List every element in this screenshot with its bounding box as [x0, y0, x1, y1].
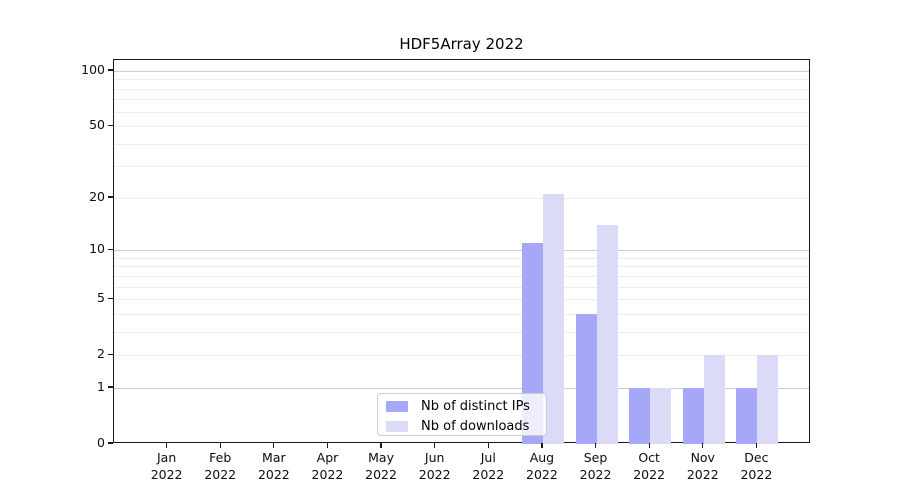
x-tick-label-Jun: Jun 2022: [418, 450, 451, 482]
plot-area: [113, 59, 810, 444]
y-tick-label-1: 1: [97, 378, 105, 394]
bar-downloads-Oct: [650, 387, 672, 444]
legend-label-distinct-ips: Nb of distinct IPs: [421, 399, 530, 414]
gridline-minor-80: [114, 88, 809, 90]
gridline-minor-70: [114, 99, 809, 101]
gridline-minor-5: [114, 299, 809, 301]
x-tick-mark-May: [380, 443, 382, 448]
x-tick-label-Oct: Oct 2022: [633, 450, 666, 482]
gridline-minor-40: [114, 143, 809, 145]
y-tick-label-0: 0: [97, 435, 105, 450]
legend-entry-distinct-ips: Nb of distinct IPs: [386, 398, 546, 415]
gridline-minor-4: [114, 313, 809, 315]
x-tick-label-Aug: Aug 2022: [526, 450, 558, 482]
y-tick-mark-10: [108, 248, 113, 250]
gridline-minor-20: [114, 197, 809, 199]
y-tick-label-20: 20: [89, 188, 105, 204]
y-tick-label-5: 5: [97, 290, 105, 306]
x-tick-label-Jul: Jul 2022: [472, 450, 505, 482]
legend-entry-downloads: Nb of downloads: [386, 418, 546, 435]
bar-downloads-Nov: [703, 355, 725, 444]
x-tick-mark-Aug: [541, 443, 543, 448]
bar-distinct-ips-Oct: [629, 387, 651, 444]
gridline-minor-50: [114, 126, 809, 128]
x-tick-label-Feb: Feb 2022: [204, 450, 237, 482]
x-tick-mark-Sep: [594, 443, 597, 448]
y-tick-mark-100: [108, 69, 113, 71]
y-tick-mark-5: [108, 297, 113, 299]
x-tick-label-May: May 2022: [365, 450, 397, 482]
y-tick-label-2: 2: [97, 346, 105, 362]
y-tick-mark-50: [108, 124, 113, 126]
x-tick-label-Jan: Jan 2022: [150, 450, 183, 482]
y-tick-mark-2: [108, 353, 113, 355]
x-tick-mark-Apr: [326, 443, 329, 448]
bar-distinct-ips-Sep: [575, 313, 597, 444]
x-tick-mark-Jan: [166, 443, 168, 448]
bar-downloads-Sep: [596, 225, 618, 444]
gridline-minor-60: [114, 111, 809, 113]
x-tick-mark-Dec: [755, 443, 757, 448]
x-tick-mark-Oct: [648, 443, 650, 448]
chart-title: HDF5Array 2022: [399, 35, 524, 53]
y-tick-label-10: 10: [89, 241, 105, 257]
x-tick-mark-Feb: [219, 443, 221, 448]
x-tick-mark-Nov: [702, 443, 704, 448]
x-tick-label-Dec: Dec 2022: [740, 450, 773, 482]
gridline-minor-6: [114, 286, 809, 288]
x-tick-label-Sep: Sep 2022: [579, 450, 612, 482]
y-tick-mark-0: [108, 442, 113, 444]
bar-downloads-Dec: [757, 355, 779, 444]
legend-swatch-distinct-ips: [386, 401, 408, 412]
gridline-major-100: [114, 70, 809, 72]
gridline-major-1: [114, 387, 809, 389]
bar-distinct-ips-Nov: [682, 387, 704, 444]
gridline-major-10: [114, 250, 809, 252]
gridline-minor-8: [114, 266, 809, 268]
x-tick-mark-Mar: [273, 443, 275, 448]
x-tick-mark-Jun: [434, 443, 436, 448]
legend-swatch-downloads: [386, 421, 408, 432]
y-tick-mark-20: [108, 196, 113, 198]
bar-distinct-ips-Dec: [736, 387, 758, 444]
x-tick-label-Mar: Mar 2022: [257, 450, 290, 482]
gridline-minor-30: [114, 166, 809, 168]
x-tick-label-Nov: Nov 2022: [686, 450, 719, 482]
bar-downloads-Aug: [542, 194, 564, 444]
gridline-minor-9: [114, 257, 809, 259]
x-tick-label-Apr: Apr 2022: [311, 450, 344, 482]
y-tick-label-100: 100: [81, 61, 105, 77]
y-tick-label-50: 50: [89, 117, 105, 133]
gridline-minor-3: [114, 331, 809, 333]
y-tick-mark-1: [108, 386, 113, 388]
gridline-minor-7: [114, 275, 809, 277]
legend-label-downloads: Nb of downloads: [421, 419, 530, 434]
legend: Nb of distinct IPs Nb of downloads: [377, 393, 547, 436]
gridline-minor-2: [114, 355, 809, 357]
x-tick-mark-Jul: [487, 443, 489, 448]
gridline-minor-90: [114, 79, 809, 81]
